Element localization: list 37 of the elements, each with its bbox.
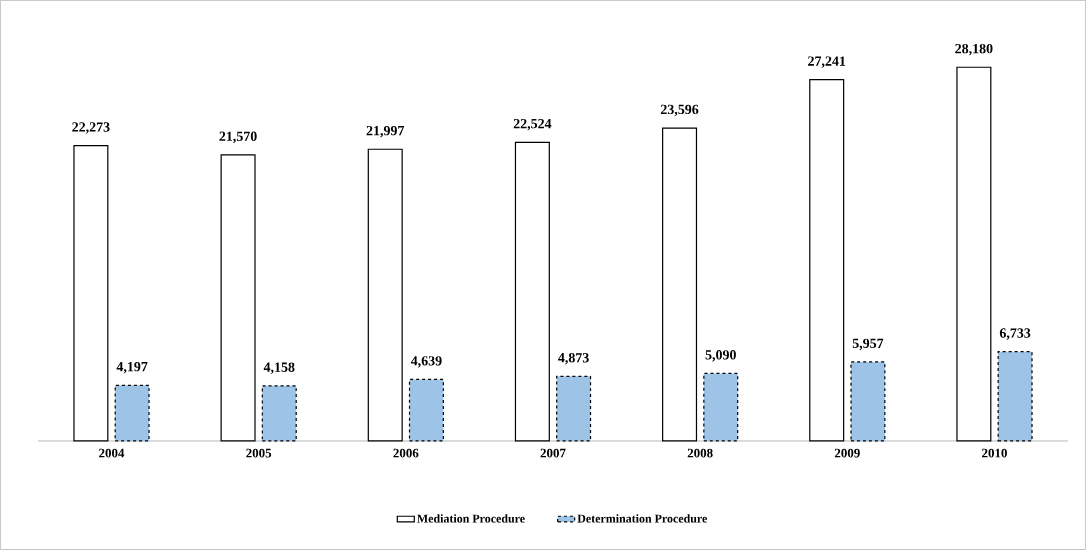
x-tick-label: 2008 [687, 448, 713, 458]
bar [514, 141, 550, 442]
data-label: 23,596 [660, 104, 699, 117]
data-label: 27,241 [808, 56, 846, 68]
bar [114, 384, 150, 442]
bar [408, 378, 444, 442]
data-label: 4,639 [410, 356, 442, 368]
bar [703, 372, 739, 442]
bar [997, 351, 1033, 442]
legend-label: Mediation Procedure [417, 514, 525, 523]
legend-label: Determination Procedure [577, 514, 707, 523]
data-label: 21,570 [219, 131, 257, 144]
data-label: 22,273 [72, 122, 110, 134]
bar [809, 79, 845, 442]
data-label: 22,524 [513, 119, 552, 131]
data-label: 4,158 [263, 362, 295, 374]
data-label: 5,090 [705, 350, 736, 362]
bar [367, 148, 403, 442]
x-tick-label: 2009 [834, 448, 860, 458]
data-label: 4,873 [558, 353, 589, 365]
bar [850, 361, 886, 442]
x-tick-label: 2004 [99, 448, 125, 458]
data-label: 6,733 [999, 328, 1031, 340]
x-tick-label: 2010 [982, 448, 1007, 458]
bar [220, 154, 256, 442]
x-tick-label: 2006 [393, 448, 419, 458]
bar [556, 375, 592, 442]
data-label: 4,197 [116, 362, 148, 374]
bar [261, 385, 297, 442]
data-label: 21,997 [366, 125, 405, 138]
data-label: 28,180 [955, 43, 993, 56]
x-tick-label: 2007 [540, 448, 566, 458]
data-label: 5,957 [852, 338, 884, 351]
bar [956, 66, 992, 442]
bar [73, 145, 109, 442]
x-tick-label: 2005 [246, 448, 272, 458]
bar [662, 127, 698, 442]
